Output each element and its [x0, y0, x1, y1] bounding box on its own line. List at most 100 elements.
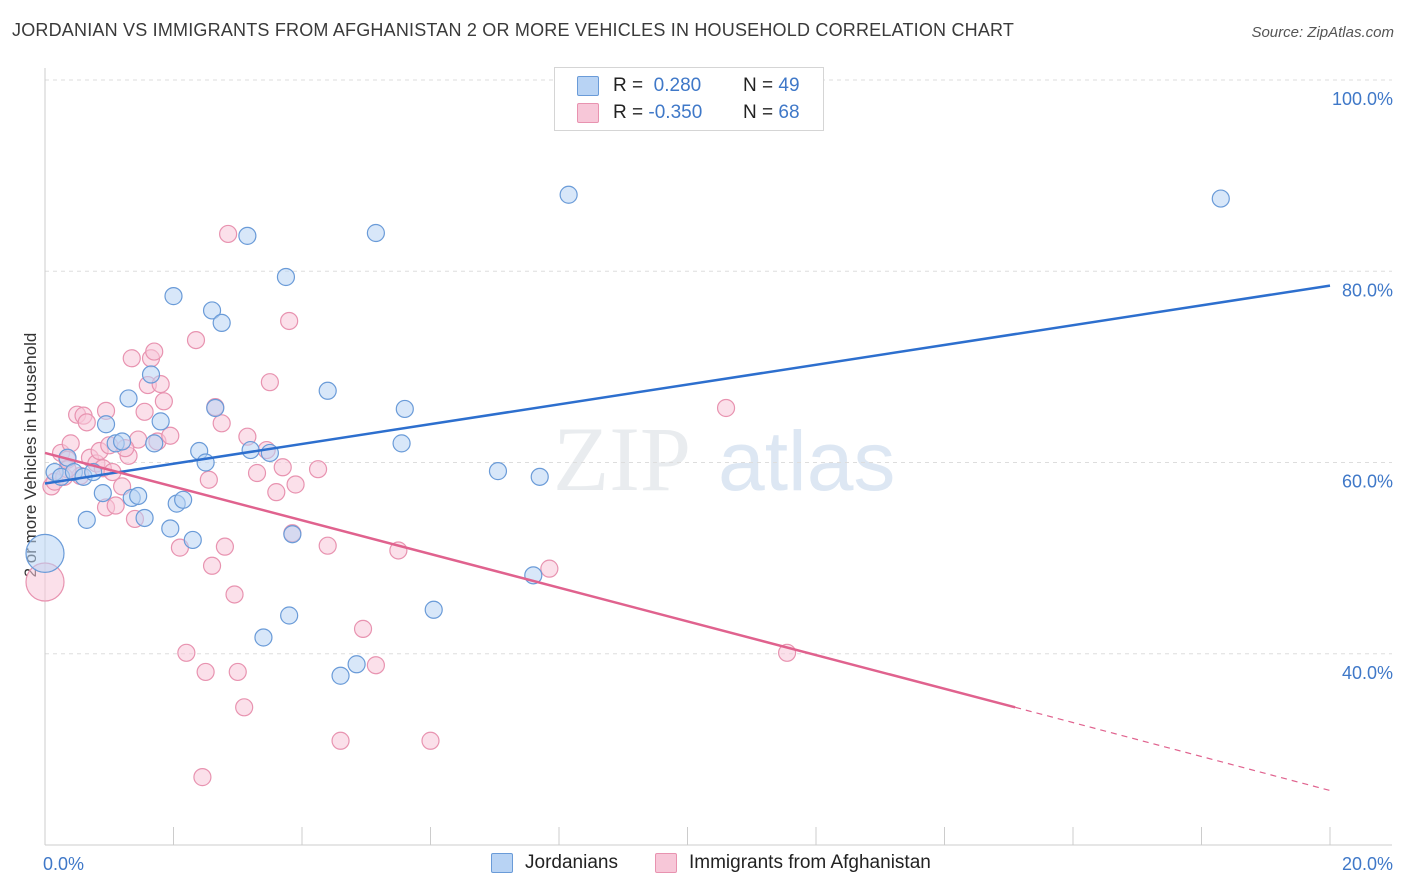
watermark-atlas: atlas: [718, 414, 895, 508]
afghan-legend-swatch: [655, 853, 677, 873]
afghan-point: [106, 496, 125, 515]
afghan-trend-extension: [1015, 706, 1331, 792]
afghan-point: [247, 463, 267, 483]
afghan-point: [260, 373, 279, 392]
jordanian-point: [276, 267, 296, 287]
jordanian-point: [206, 398, 225, 418]
legend-item-afghan: Immigrants from Afghanistan: [655, 852, 931, 874]
afghan-point: [228, 662, 247, 682]
stats-row-jordanians: R = 0.280 N = 49: [577, 74, 800, 98]
afghan-point: [122, 349, 141, 368]
afghan-point: [135, 402, 154, 421]
n-label: N =: [743, 102, 774, 123]
jordanian-point: [280, 606, 299, 625]
afghan-point: [235, 698, 254, 717]
afghan-point: [154, 392, 173, 411]
source-label: Source: ZipAtlas.com: [1251, 24, 1394, 41]
jordanian-point: [25, 533, 65, 573]
afghan-point: [280, 311, 299, 331]
y-tick-label: 100.0%: [1332, 89, 1393, 109]
jordanian-point: [135, 508, 154, 528]
jordanian-point: [93, 484, 112, 503]
jordanian-point: [283, 525, 302, 544]
jordanian-point: [238, 226, 257, 245]
jordanian-point: [119, 389, 138, 408]
series-legend: Jordanians Immigrants from Afghanistan: [0, 852, 1406, 878]
jordanian-point: [347, 655, 366, 674]
afghan-point: [308, 460, 328, 479]
jordanian-point: [112, 432, 132, 451]
y-tick-label: 40.0%: [1342, 663, 1393, 683]
afghan-point: [212, 414, 231, 433]
r-label: R =: [613, 75, 644, 96]
afghan-point: [716, 398, 736, 418]
y-tick-label: 80.0%: [1342, 280, 1393, 300]
afghan-point: [353, 619, 373, 638]
afghan-swatch: [577, 103, 599, 123]
afghan-point: [77, 413, 96, 432]
afghan-point: [193, 768, 212, 787]
jordanian-point: [77, 510, 96, 529]
afghan-point: [331, 731, 350, 750]
jordanian-point: [96, 415, 116, 434]
jordanian-point: [395, 399, 414, 419]
afghan-point: [225, 585, 244, 604]
jordanians-swatch: [577, 76, 599, 96]
jordanian-points: [25, 185, 1230, 685]
jordanian-point: [151, 412, 170, 431]
chart-title: JORDANIAN VS IMMIGRANTS FROM AFGHANISTAN…: [12, 20, 1015, 40]
jordanian-point: [212, 313, 231, 332]
stats-legend: R = 0.280 N = 49 R = -0.350 N = 68: [554, 67, 824, 131]
jordanians-trend-line: [44, 284, 1331, 485]
jordanian-point: [366, 223, 385, 243]
afghan-point: [366, 656, 385, 675]
afghan-point: [215, 537, 234, 556]
jordanian-point: [129, 486, 148, 506]
afghan-point: [202, 556, 222, 575]
jordanian-point: [424, 600, 443, 619]
afghan-trend-line: [44, 451, 1016, 709]
jordanian-point: [196, 453, 215, 472]
jordanian-point: [559, 185, 578, 204]
x-tick-label-right: 20.0%: [1342, 854, 1393, 874]
afghan-point: [161, 426, 180, 445]
x-tick-label-left: 0.0%: [43, 854, 84, 874]
r-label: R =: [613, 102, 644, 123]
afghan-point: [267, 483, 286, 502]
afghan-point: [196, 662, 215, 682]
jordanian-point: [141, 365, 161, 384]
jordanian-point: [254, 628, 273, 647]
legend-label-jordanians: Jordanians: [525, 852, 618, 873]
afghan-point: [199, 470, 218, 489]
grid-lines: [45, 79, 1392, 655]
jordanian-point: [530, 467, 549, 486]
jordanian-point: [174, 490, 193, 509]
r-value-afghan: -0.350: [648, 102, 703, 123]
jordanian-point: [488, 462, 508, 481]
afghan-point: [186, 331, 206, 350]
y-tick-label: 60.0%: [1342, 472, 1393, 492]
n-value-afghan: 68: [778, 102, 800, 123]
jordanian-point: [183, 530, 202, 550]
legend-item-jordanians: Jordanians: [491, 852, 618, 874]
watermark-zip: ZIP: [553, 408, 691, 510]
afghan-point: [286, 475, 305, 494]
jordanian-point: [1211, 189, 1230, 208]
afghan-point: [318, 536, 337, 555]
afghan-point: [273, 458, 292, 477]
afghan-point: [177, 643, 196, 662]
afghan-point: [421, 731, 440, 750]
jordanian-point: [161, 519, 180, 538]
legend-label-afghan: Immigrants from Afghanistan: [689, 852, 931, 873]
jordanians-legend-swatch: [491, 853, 513, 873]
jordanian-point: [145, 434, 164, 453]
axes: [44, 68, 1392, 846]
jordanian-point: [392, 434, 411, 453]
y-tick-labels: 40.0% 60.0% 80.0% 100.0%: [1332, 89, 1393, 683]
n-value-jordanians: 49: [778, 75, 800, 96]
afghan-point: [540, 559, 559, 578]
stats-row-afghan: R = -0.350 N = 68: [577, 101, 800, 125]
jordanian-point: [331, 666, 350, 685]
afghan-point: [219, 224, 238, 244]
